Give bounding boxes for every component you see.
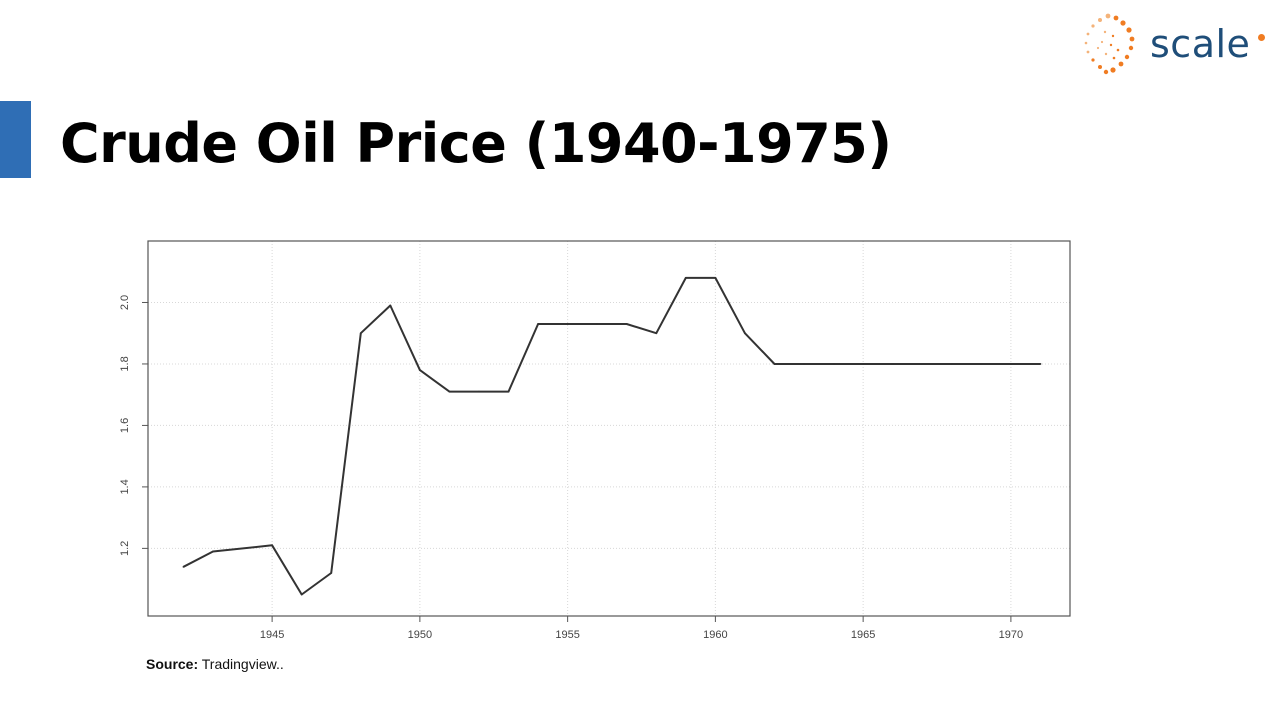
data-point [950, 363, 953, 365]
y-tick-label: 2.0 [119, 295, 131, 310]
data-point [448, 390, 451, 393]
logo-dot [1109, 43, 1113, 47]
data-point [714, 276, 717, 279]
y-tick-label: 1.6 [119, 418, 131, 433]
data-point [862, 363, 865, 365]
data-point [330, 572, 333, 574]
data-point [271, 544, 274, 547]
data-point [684, 276, 687, 279]
data-point [655, 332, 658, 335]
data-point [1009, 363, 1012, 365]
source-label: Source: [146, 656, 199, 672]
title-accent-bar [0, 101, 31, 178]
logo-dot [1129, 36, 1135, 42]
data-point [773, 363, 776, 365]
logo-dot [1113, 15, 1119, 21]
y-tick-label: 1.4 [119, 479, 131, 494]
logo-dot [1126, 27, 1132, 33]
logo-dot [1091, 24, 1095, 28]
x-tick-label: 1970 [999, 629, 1023, 641]
data-point [891, 363, 894, 365]
x-tick-label: 1960 [703, 629, 727, 641]
price-line [183, 276, 1041, 596]
data-point [744, 332, 746, 335]
data-point [300, 593, 303, 596]
data-point [921, 363, 924, 365]
logo-dot [1112, 56, 1116, 60]
logo-dot [1110, 67, 1116, 73]
data-point [596, 323, 599, 325]
y-tick-label: 1.2 [119, 541, 131, 556]
logo-dot [1120, 20, 1126, 26]
data-point [566, 323, 569, 325]
logo-dot [1103, 69, 1109, 75]
logo-dot [1118, 61, 1124, 67]
logo-text: scale [1150, 22, 1251, 66]
logo-dot [1111, 34, 1115, 38]
data-point [803, 363, 805, 365]
plot-frame [147, 240, 1071, 617]
x-tick-label: 1945 [260, 629, 284, 641]
logo-dot [1098, 18, 1102, 22]
data-point [389, 304, 392, 307]
logo-dot [1116, 48, 1120, 52]
data-point [832, 363, 835, 365]
data-point [537, 323, 539, 325]
data-point [359, 332, 362, 335]
data-point [625, 323, 628, 325]
slide-title: Crude Oil Price (1940-1975) [60, 112, 892, 175]
scale-logo-mark-icon [1084, 13, 1135, 75]
logo-dot [1100, 40, 1104, 44]
x-tick-label: 1955 [555, 629, 579, 641]
source-note: Source: Tradingview.. [146, 656, 284, 672]
logo-dot [1084, 41, 1088, 45]
logo-dot [1105, 13, 1111, 19]
data-point [1039, 363, 1042, 365]
data-point [418, 369, 421, 371]
logo-dot [1096, 46, 1100, 50]
logo-dot [1086, 50, 1090, 54]
data-point [182, 565, 185, 568]
crude-oil-price-chart: 1945 1950 1955 1960 1965 1970 1.2 1.4 1.6 1.8 2.0 [119, 240, 1071, 641]
logo-dot [1124, 54, 1130, 60]
logo-dot [1091, 58, 1095, 62]
logo-dot [1086, 32, 1090, 36]
logo-dot [1128, 45, 1134, 51]
y-tick-label: 1.8 [119, 356, 131, 371]
logo-dot-icon [1258, 34, 1265, 41]
x-tick-label: 1965 [851, 629, 875, 641]
source-text: Tradingview.. [201, 656, 284, 672]
data-point [478, 390, 480, 393]
data-point [507, 390, 510, 393]
logo-dot [1103, 30, 1107, 34]
data-point [212, 550, 214, 553]
x-tick-label: 1950 [408, 629, 432, 641]
scale-logo: scale [1078, 12, 1268, 76]
data-point [980, 363, 983, 365]
logo-dot [1098, 65, 1102, 69]
logo-dot [1104, 52, 1108, 56]
